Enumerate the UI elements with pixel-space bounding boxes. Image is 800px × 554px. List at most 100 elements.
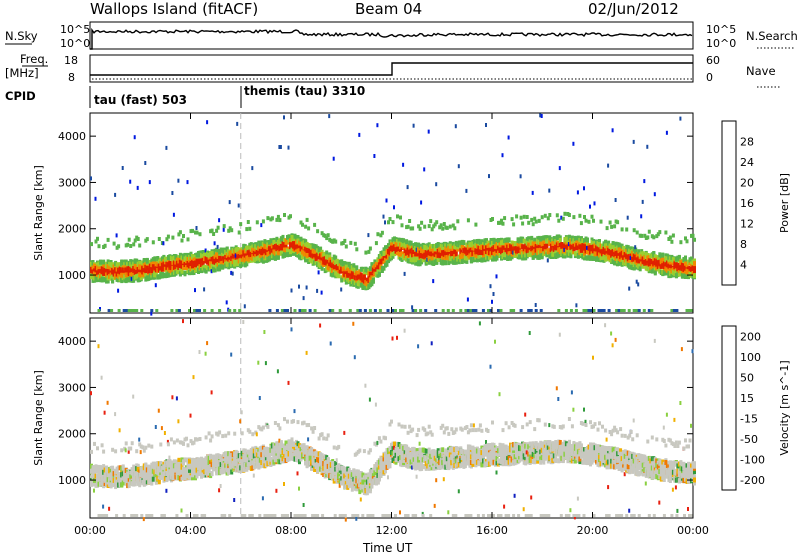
data-cell (485, 123, 487, 127)
data-cell (337, 272, 341, 278)
data-cell (334, 255, 338, 261)
data-cell (106, 400, 109, 405)
data-cell (118, 477, 122, 483)
data-cell (261, 219, 265, 224)
y-axis-label: Slant Range [km] (32, 165, 45, 261)
data-cell (367, 249, 371, 254)
data-cell (304, 224, 308, 229)
data-cell (563, 253, 567, 259)
data-cell (540, 114, 543, 118)
data-cell (283, 309, 287, 312)
data-cell (260, 257, 264, 263)
data-cell (219, 484, 222, 488)
data-cell (411, 226, 415, 231)
data-cell (399, 215, 402, 220)
data-cell (219, 462, 223, 468)
data-cell (203, 287, 206, 292)
data-cell (600, 309, 603, 312)
data-cell (558, 237, 562, 243)
data-cell (219, 464, 223, 470)
data-cell (693, 258, 696, 264)
data-cell (144, 445, 148, 450)
data-cell (533, 216, 537, 221)
data-cell (218, 430, 222, 435)
data-cell (118, 262, 122, 268)
data-cell (150, 444, 154, 449)
data-cell (685, 239, 689, 244)
data-cell (216, 244, 219, 249)
data-cell (111, 447, 115, 452)
data-cell (540, 241, 544, 247)
data-cell (607, 309, 611, 312)
data-cell (471, 309, 475, 312)
data-cell (507, 135, 510, 140)
data-cell (301, 254, 304, 260)
data-cell (364, 250, 368, 255)
data-cell (558, 166, 561, 171)
data-cell (275, 309, 279, 312)
data-cell (344, 244, 348, 249)
data-cell (646, 144, 649, 149)
data-cell (117, 244, 121, 249)
data-cell (635, 279, 638, 284)
data-cell (564, 309, 568, 312)
data-cell (219, 247, 223, 253)
data-cell (138, 482, 142, 488)
data-cell (412, 249, 416, 255)
data-cell (177, 457, 181, 463)
data-cell (219, 261, 223, 267)
data-cell (156, 465, 160, 470)
data-cell (313, 222, 317, 227)
data-cell (204, 351, 207, 356)
data-cell (221, 457, 225, 463)
data-cell (488, 246, 491, 252)
data-cell (400, 251, 404, 257)
data-cell (136, 185, 139, 190)
data-cell (316, 229, 320, 234)
data-cell (557, 218, 561, 223)
data-cell (121, 480, 125, 486)
data-cell (376, 123, 379, 128)
data-cell (647, 309, 651, 312)
data-cell (127, 237, 131, 242)
data-cell (388, 217, 392, 221)
data-cell (481, 309, 485, 312)
data-cells (90, 113, 696, 316)
data-cell (215, 228, 219, 233)
data-cell (100, 443, 104, 448)
data-cell (545, 243, 549, 249)
data-cell (283, 251, 286, 257)
colorbar-tick-label: 20 (740, 177, 754, 190)
data-cell (166, 442, 170, 447)
data-cell (200, 253, 203, 259)
data-cell (602, 241, 606, 247)
data-cell (690, 256, 693, 262)
data-cell (519, 215, 523, 220)
data-cell (460, 254, 464, 260)
data-cell (643, 233, 647, 238)
data-cell (662, 270, 666, 276)
data-cell (139, 267, 143, 273)
data-cell (178, 259, 182, 265)
data-cell (326, 233, 330, 238)
data-cell (540, 235, 544, 241)
data-cell (99, 465, 102, 471)
data-cell (170, 309, 174, 312)
data-cell (177, 309, 181, 312)
data-cell (275, 217, 279, 222)
data-cell (414, 309, 418, 312)
data-cell (441, 226, 445, 231)
data-cell (323, 233, 327, 238)
data-cell (471, 242, 475, 248)
data-cell (210, 263, 214, 269)
data-cell (370, 262, 374, 268)
data-cell (441, 255, 445, 261)
data-cell (228, 309, 232, 312)
data-cell (204, 435, 208, 440)
data-cell (380, 250, 384, 256)
data-cell (160, 426, 163, 431)
data-cell (527, 220, 531, 225)
data-cell (662, 267, 666, 273)
data-cell (561, 251, 565, 257)
